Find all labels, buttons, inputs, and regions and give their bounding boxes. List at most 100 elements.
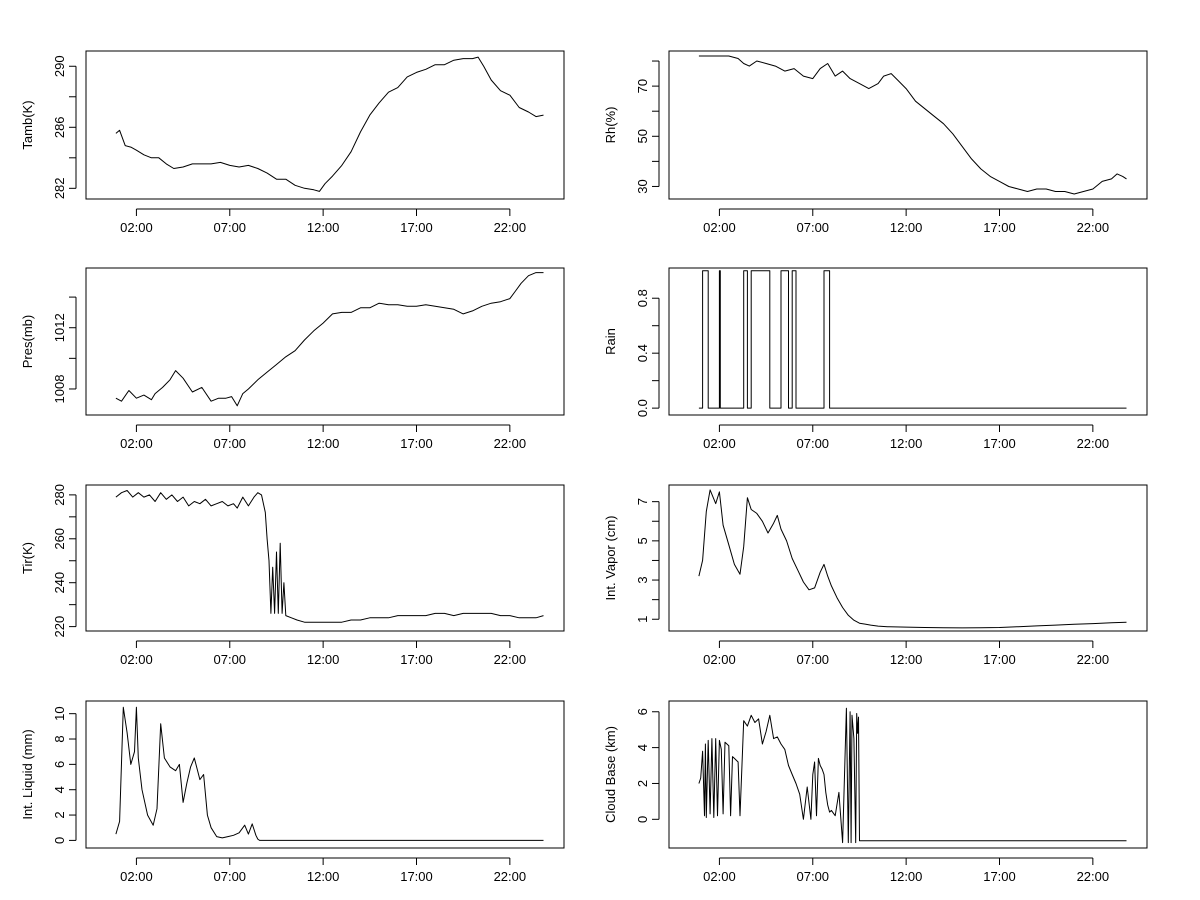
vapor-series-line — [698, 489, 1127, 629]
rain-x-tick-label: 12:00 — [890, 436, 923, 451]
pres-y-tick-label: 1008 — [52, 375, 67, 404]
tamb-y-tick-label: 286 — [52, 116, 67, 138]
cloudbase-y-tick-label: 6 — [635, 708, 650, 715]
tir-x-tick-label: 17:00 — [400, 652, 433, 667]
rh-x-tick-label: 12:00 — [890, 220, 923, 235]
cloudbase-y-tick-label: 2 — [635, 780, 650, 787]
pres-plot-frame — [85, 267, 565, 416]
panel-liquid: 02:00 07:00 12:00 17:00 22:00 0 2 4 6 8 10 Int. Liq… — [20, 700, 565, 884]
rain-x-tick-label: 07:00 — [797, 436, 830, 451]
panel-cloudbase: 02:00 07:00 12:00 17:00 22:00 0 2 4 6 Cloud Base … — [603, 700, 1148, 884]
cloudbase-x-tick-label: 22:00 — [1077, 869, 1110, 884]
liquid-x-tick-label: 07:00 — [214, 869, 247, 884]
panel-tir: 02:00 07:00 12:00 17:00 22:00 220 240 260 280 Tir… — [20, 484, 565, 667]
pres-x-tick-label: 02:00 — [120, 436, 153, 451]
rh-x-tick-label: 22:00 — [1077, 220, 1110, 235]
vapor-x-tick-label: 02:00 — [703, 652, 736, 667]
tir-y-tick-label: 280 — [52, 484, 67, 506]
pres-x-tick-label: 17:00 — [400, 436, 433, 451]
liquid-y-tick-label: 10 — [52, 706, 67, 720]
liquid-y-tick-label: 2 — [52, 811, 67, 818]
tamb-x-tick-label: 07:00 — [214, 220, 247, 235]
liquid-x-tick-label: 22:00 — [494, 869, 527, 884]
rain-y-axis-label: Rain — [603, 328, 618, 355]
tir-y-tick-label: 260 — [52, 528, 67, 550]
cloudbase-y-axis-label: Cloud Base (km) — [603, 726, 618, 823]
rh-x-tick-label: 07:00 — [797, 220, 830, 235]
rh-y-axis-label: Rh(%) — [603, 107, 618, 144]
vapor-x-tick-label: 22:00 — [1077, 652, 1110, 667]
rain-x-tick-label: 22:00 — [1077, 436, 1110, 451]
panel-rain: 02:00 07:00 12:00 17:00 22:00 0.0 0.4 0.8 Rain — [603, 267, 1148, 451]
rh-x-tick-label: 02:00 — [703, 220, 736, 235]
tamb-y-axis-label: Tamb(K) — [20, 100, 35, 149]
liquid-plot-frame — [85, 700, 565, 849]
panel-pres: 02:00 07:00 12:00 17:00 22:00 1008 1012 Pres(mb… — [20, 267, 565, 451]
pres-y-axis-label: Pres(mb) — [20, 315, 35, 368]
rain-y-tick-label: 0.8 — [635, 289, 650, 307]
liquid-y-tick-label: 8 — [52, 735, 67, 742]
rain-x-tick-label: 17:00 — [983, 436, 1016, 451]
vapor-x-tick-label: 07:00 — [797, 652, 830, 667]
vapor-x-tick-label: 17:00 — [983, 652, 1016, 667]
liquid-y-tick-label: 0 — [52, 837, 67, 844]
rh-y-tick-label: 50 — [635, 129, 650, 143]
rh-x-tick-label: 17:00 — [983, 220, 1016, 235]
panel-rh: 02:00 07:00 12:00 17:00 22:00 30 50 70 Rh(%) — [603, 50, 1148, 235]
rh-y-tick-label: 70 — [635, 79, 650, 93]
cloudbase-x-tick-label: 17:00 — [983, 869, 1016, 884]
cloudbase-y-tick-label: 0 — [635, 816, 650, 823]
tir-x-tick-label: 12:00 — [307, 652, 340, 667]
tir-y-tick-label: 240 — [52, 572, 67, 594]
pres-x-tick-label: 22:00 — [494, 436, 527, 451]
tamb-y-tick-label: 290 — [52, 55, 67, 77]
cloudbase-y-tick-label: 4 — [635, 744, 650, 751]
rain-y-tick-label: 0.4 — [635, 344, 650, 362]
tir-y-axis-label: Tir(K) — [20, 542, 35, 574]
rh-series-line — [698, 55, 1127, 195]
panel-vapor: 02:00 07:00 12:00 17:00 22:00 1 3 5 7 Int. Vapor … — [603, 484, 1148, 667]
tir-x-tick-label: 22:00 — [494, 652, 527, 667]
vapor-x-tick-label: 12:00 — [890, 652, 923, 667]
vapor-y-tick-label: 3 — [635, 576, 650, 583]
panel-tamb: 02:00 07:00 12:00 17:00 22:00 282 286 290 Tamb(K… — [20, 50, 565, 235]
tamb-y-tick-label: 282 — [52, 177, 67, 199]
tamb-x-tick-label: 12:00 — [307, 220, 340, 235]
pres-series-line — [115, 272, 544, 407]
vapor-y-axis-label: Int. Vapor (cm) — [603, 515, 618, 600]
rh-plot-frame — [668, 50, 1148, 200]
rh-y-tick-label: 30 — [635, 179, 650, 193]
liquid-x-tick-label: 17:00 — [400, 869, 433, 884]
cloudbase-x-tick-label: 02:00 — [703, 869, 736, 884]
cloudbase-x-tick-label: 07:00 — [797, 869, 830, 884]
tir-x-tick-label: 07:00 — [214, 652, 247, 667]
tamb-series-line — [115, 56, 544, 192]
tir-plot-frame — [85, 484, 565, 632]
tamb-x-tick-label: 22:00 — [494, 220, 527, 235]
tir-series-line — [115, 490, 544, 623]
tamb-x-tick-label: 02:00 — [120, 220, 153, 235]
vapor-y-tick-label: 5 — [635, 537, 650, 544]
tir-x-tick-label: 02:00 — [120, 652, 153, 667]
liquid-x-tick-label: 02:00 — [120, 869, 153, 884]
rain-series-line — [698, 270, 1127, 409]
pres-x-tick-label: 07:00 — [214, 436, 247, 451]
liquid-series-line — [115, 706, 544, 841]
tir-y-tick-label: 220 — [52, 616, 67, 638]
cloudbase-x-tick-label: 12:00 — [890, 869, 923, 884]
rain-y-tick-label: 0.0 — [635, 399, 650, 417]
tamb-plot-frame — [85, 50, 565, 200]
rain-x-tick-label: 02:00 — [703, 436, 736, 451]
cloudbase-series-line — [698, 707, 1127, 844]
liquid-y-axis-label: Int. Liquid (mm) — [20, 729, 35, 819]
liquid-y-tick-label: 6 — [52, 761, 67, 768]
pres-x-tick-label: 12:00 — [307, 436, 340, 451]
cloudbase-plot-frame — [668, 700, 1148, 849]
vapor-y-tick-label: 1 — [635, 616, 650, 623]
tamb-x-tick-label: 17:00 — [400, 220, 433, 235]
vapor-y-tick-label: 7 — [635, 498, 650, 505]
rain-plot-frame — [668, 267, 1148, 416]
vapor-plot-frame — [668, 484, 1148, 632]
